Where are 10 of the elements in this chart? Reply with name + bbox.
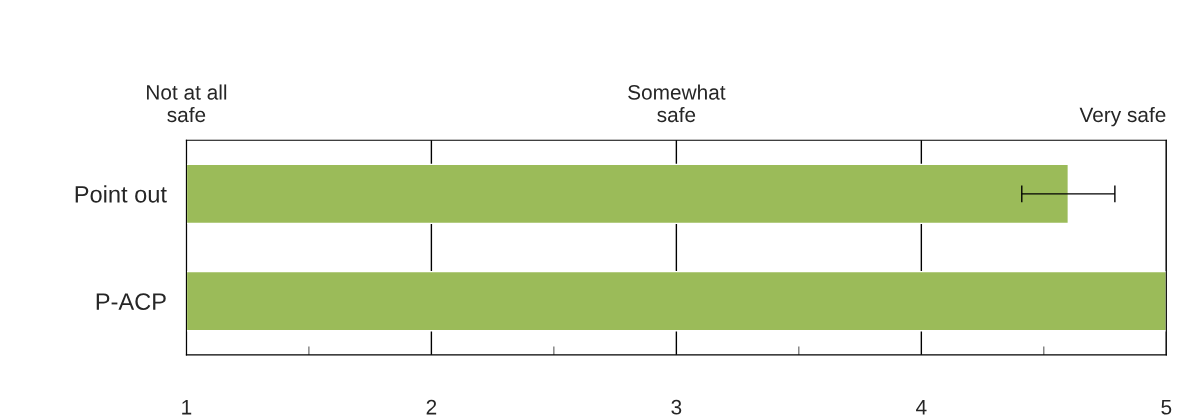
x-tick-label: 1 xyxy=(182,400,192,415)
text: Somewhat safe xyxy=(628,84,726,123)
y-tick-label: Point out xyxy=(75,185,167,203)
x-tick-label: 3 xyxy=(671,399,682,415)
y-tick-label: P-ACP xyxy=(96,293,166,310)
text: Not at all safe xyxy=(147,84,227,123)
text: Very safe xyxy=(1079,106,1166,127)
x-tick-label: 5 xyxy=(1161,400,1172,415)
x-tick-label: 4 xyxy=(916,400,927,415)
x-tick-label: 2 xyxy=(426,399,437,415)
